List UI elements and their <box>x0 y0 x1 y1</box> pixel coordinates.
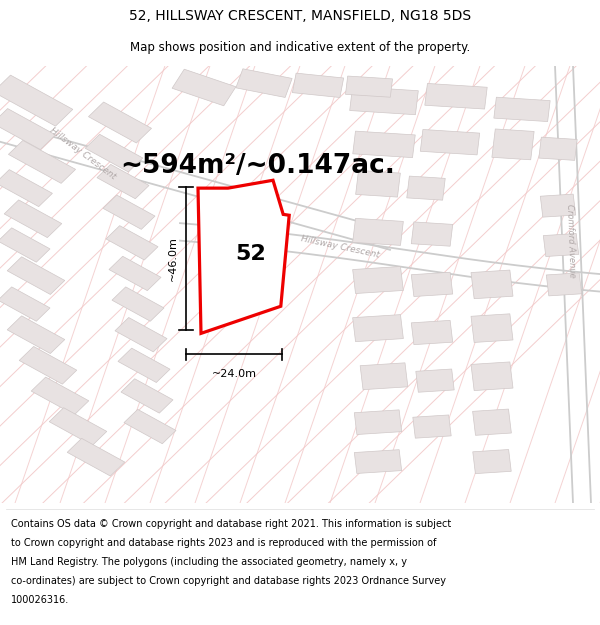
Polygon shape <box>4 200 62 238</box>
Polygon shape <box>353 218 403 246</box>
Polygon shape <box>353 314 403 342</box>
Polygon shape <box>0 75 73 126</box>
Text: 52: 52 <box>235 244 266 264</box>
Polygon shape <box>172 69 236 106</box>
Polygon shape <box>353 131 415 158</box>
Polygon shape <box>112 287 164 321</box>
Text: to Crown copyright and database rights 2023 and is reproduced with the permissio: to Crown copyright and database rights 2… <box>11 538 436 548</box>
Text: 52, HILLSWAY CRESCENT, MANSFIELD, NG18 5DS: 52, HILLSWAY CRESCENT, MANSFIELD, NG18 5… <box>129 9 471 23</box>
Polygon shape <box>471 362 513 391</box>
Polygon shape <box>109 256 161 291</box>
Polygon shape <box>0 169 52 207</box>
Text: Hillsway Crescent: Hillsway Crescent <box>300 234 380 260</box>
Polygon shape <box>492 129 534 160</box>
Text: ~46.0m: ~46.0m <box>168 236 178 281</box>
Polygon shape <box>471 270 513 299</box>
Polygon shape <box>360 363 408 389</box>
Polygon shape <box>346 76 392 98</box>
Text: Contains OS data © Crown copyright and database right 2021. This information is : Contains OS data © Crown copyright and d… <box>11 519 451 529</box>
Text: HM Land Registry. The polygons (including the associated geometry, namely x, y: HM Land Registry. The polygons (includin… <box>11 557 407 567</box>
Polygon shape <box>0 228 50 262</box>
Polygon shape <box>67 438 125 476</box>
Polygon shape <box>473 449 511 474</box>
Text: co-ordinates) are subject to Crown copyright and database rights 2023 Ordnance S: co-ordinates) are subject to Crown copyr… <box>11 576 446 586</box>
Polygon shape <box>350 86 418 115</box>
Polygon shape <box>494 98 550 121</box>
Text: Cromford Avenue: Cromford Avenue <box>565 204 577 278</box>
Polygon shape <box>421 129 479 155</box>
Polygon shape <box>355 449 401 474</box>
Polygon shape <box>541 194 575 217</box>
Text: 100026316.: 100026316. <box>11 594 69 604</box>
Polygon shape <box>473 409 511 436</box>
Polygon shape <box>411 321 453 344</box>
Polygon shape <box>407 176 445 200</box>
Polygon shape <box>0 109 56 149</box>
Polygon shape <box>471 314 513 342</box>
Polygon shape <box>118 348 170 382</box>
Polygon shape <box>7 316 65 354</box>
Text: Map shows position and indicative extent of the property.: Map shows position and indicative extent… <box>130 41 470 54</box>
Polygon shape <box>425 84 487 109</box>
Text: ~594m²/~0.147ac.: ~594m²/~0.147ac. <box>120 153 395 179</box>
Polygon shape <box>103 195 155 229</box>
Polygon shape <box>124 409 176 444</box>
Polygon shape <box>106 226 158 260</box>
Polygon shape <box>356 171 400 197</box>
Polygon shape <box>353 266 403 294</box>
Polygon shape <box>354 410 402 434</box>
Text: Hillsway Crescent: Hillsway Crescent <box>48 126 118 181</box>
Polygon shape <box>236 69 292 98</box>
Polygon shape <box>31 377 89 415</box>
Polygon shape <box>198 180 289 333</box>
Polygon shape <box>411 272 453 296</box>
Polygon shape <box>413 415 451 438</box>
Polygon shape <box>544 234 578 256</box>
Polygon shape <box>8 141 76 183</box>
Polygon shape <box>115 318 167 352</box>
Polygon shape <box>88 102 152 143</box>
Polygon shape <box>0 287 50 321</box>
Polygon shape <box>411 222 453 246</box>
Polygon shape <box>85 134 143 172</box>
Polygon shape <box>539 137 577 161</box>
Polygon shape <box>121 379 173 413</box>
Polygon shape <box>416 369 454 392</box>
Polygon shape <box>7 257 65 294</box>
Polygon shape <box>49 408 107 446</box>
Polygon shape <box>19 346 77 384</box>
Polygon shape <box>292 73 344 98</box>
Polygon shape <box>97 164 149 199</box>
Polygon shape <box>547 273 581 296</box>
Text: ~24.0m: ~24.0m <box>212 369 257 379</box>
